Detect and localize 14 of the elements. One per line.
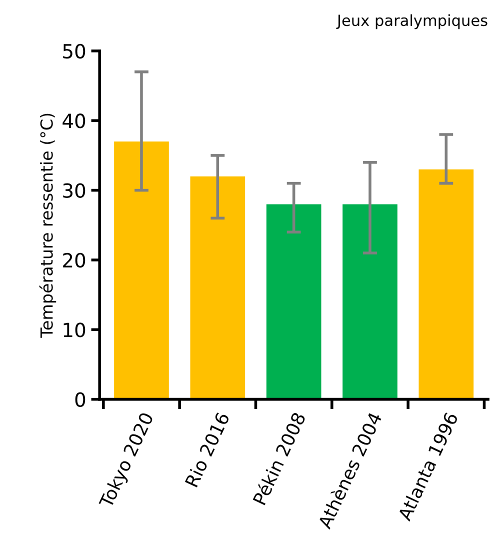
y-tick-label: 30 [63,183,86,198]
y-tick-label: 10 [64,322,86,338]
y-tick-label: 20 [63,252,86,268]
bar [190,176,246,400]
y-tick-label: 0 [75,392,86,407]
x-tick-label: Rio 2016 [184,411,230,488]
bar [418,169,474,400]
y-tick-label: 50 [63,44,86,59]
chart-title: Jeux paralympiques [336,14,488,30]
bar [266,204,322,400]
bar [342,204,398,400]
bar [114,142,169,400]
y-tick-label: 40 [62,114,86,128]
y-axis-title: Température ressentie (°C) [39,114,56,338]
